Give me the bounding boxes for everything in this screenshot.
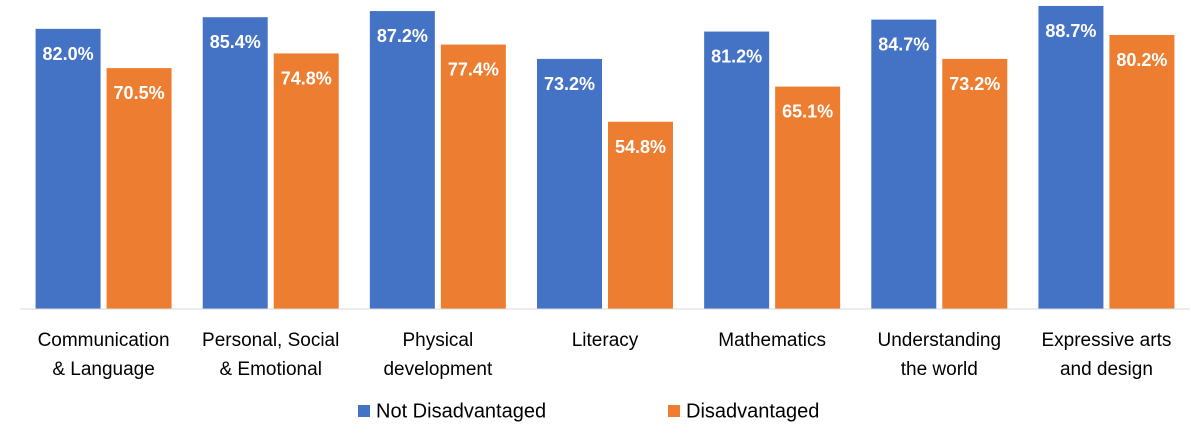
bar [1038, 5, 1104, 309]
legend-swatch [358, 405, 370, 417]
bar [1109, 34, 1175, 309]
x-tick-label: Physical development [383, 330, 493, 380]
value-label: 87.2% [377, 26, 428, 46]
bar [273, 53, 339, 309]
bar [608, 121, 673, 310]
value-label: 70.5% [114, 83, 165, 103]
legend-swatch [668, 405, 680, 417]
bar [106, 68, 172, 309]
x-tick-label: Expressive arts and design [1041, 330, 1172, 380]
x-tick-label: Mathematics [718, 330, 826, 351]
x-tick-label: Understanding the world [877, 330, 1002, 380]
value-label: 85.4% [210, 32, 261, 52]
value-label: 81.2% [711, 47, 762, 67]
bar [537, 58, 602, 310]
value-label: 82.0% [43, 44, 94, 64]
bar [202, 17, 268, 309]
value-label: 74.8% [281, 68, 332, 88]
value-label: 65.1% [782, 102, 833, 122]
value-label: 54.8% [615, 137, 666, 157]
x-tick-label: Personal, Social & Emotional [202, 330, 340, 380]
bar [775, 86, 841, 309]
x-tick-label: Literacy [571, 330, 639, 351]
bar [369, 11, 435, 309]
value-label: 80.2% [1116, 50, 1167, 70]
x-tick-label: Communication & Language [37, 330, 170, 380]
legend-label: Disadvantaged [686, 400, 819, 422]
bar [35, 28, 101, 309]
value-label: 77.4% [448, 60, 499, 80]
value-label: 84.7% [878, 35, 929, 55]
bar [440, 44, 506, 310]
bar [942, 58, 1008, 310]
value-label: 88.7% [1045, 21, 1096, 41]
value-label: 73.2% [949, 74, 1000, 94]
bar [871, 19, 937, 309]
value-label: 73.2% [544, 74, 595, 94]
legend-label: Not Disadvantaged [376, 400, 546, 422]
bar [704, 31, 770, 310]
